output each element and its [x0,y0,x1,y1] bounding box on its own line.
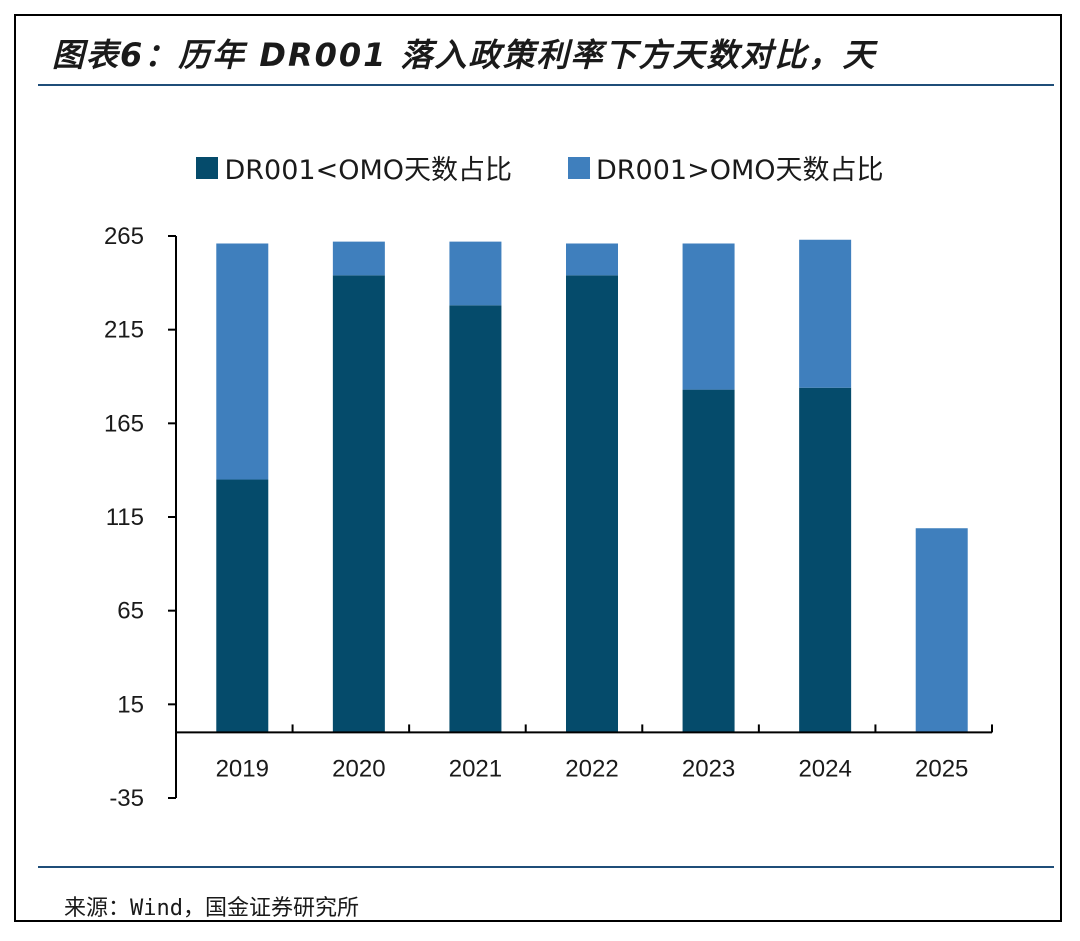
legend-swatch-below [196,156,219,179]
source-note: 来源：Wind，国金证券研究所 [64,896,359,921]
legend-item-below: DR001<OMO天数占比 [196,148,512,187]
legend-label-above: DR001>OMO天数占比 [596,155,884,186]
title-rule [38,84,1054,86]
legend-label-below: DR001<OMO天数占比 [224,155,512,186]
legend-swatch-above [568,156,590,179]
chart-frame [14,14,1062,922]
legend: DR001<OMO天数占比 DR001>OMO天数占比 [0,148,1080,187]
legend-item-above: DR001>OMO天数占比 [568,148,884,187]
source-rule [38,866,1054,868]
chart-title: 图表6：历年 DR001 落入政策利率下方天数对比，天 [52,36,877,74]
